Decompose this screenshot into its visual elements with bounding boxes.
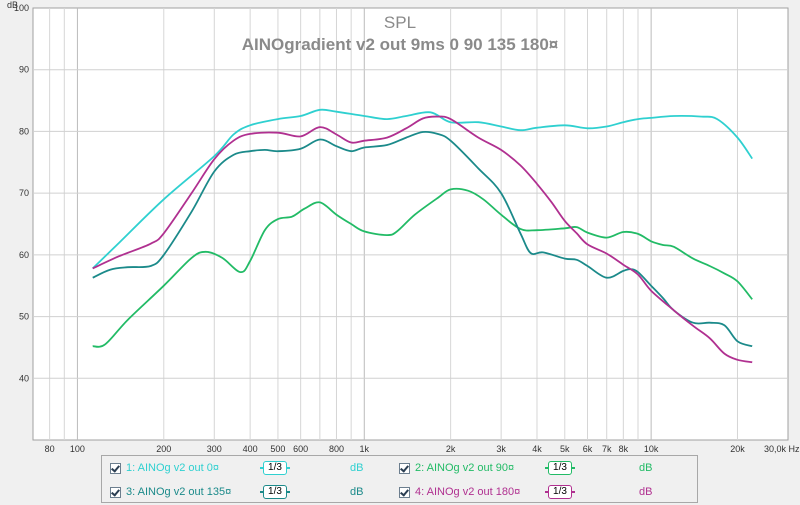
series-4-unit: dB	[639, 486, 653, 498]
x-tick-label: 3k	[496, 444, 506, 454]
x-tick-label: 20k	[730, 444, 745, 454]
series-3-smoothing-button[interactable]: 1/3	[260, 485, 290, 499]
y-tick-label: 70	[19, 188, 29, 198]
x-tick-label: 10k	[644, 444, 659, 454]
x-tick-label: 8k	[619, 444, 629, 454]
x-tick-label: 6k	[583, 444, 593, 454]
grid-lines	[33, 8, 788, 440]
legend-row: 3: AINOg v2 out 135¤ 1/3 dB 4: AINOg v2 …	[102, 484, 697, 504]
series-3-unit: dB	[350, 486, 364, 498]
x-tick-label: 2k	[446, 444, 456, 454]
series-2-label: 2: AINOg v2 out 90¤	[415, 462, 515, 474]
legend-item-3: 3: AINOg v2 out 135¤ 1/3 dB	[102, 484, 392, 504]
x-tick-label: 200	[156, 444, 171, 454]
series-4-line	[92, 115, 753, 364]
series-lines	[92, 108, 753, 364]
y-unit-label: dB	[7, 0, 18, 10]
smoothing-value: 1/3	[263, 485, 287, 499]
series-3-label: 3: AINOg v2 out 135¤	[126, 486, 232, 498]
spl-chart: 80 100 200 300 400 500 600 800 1k 2k 3k 4k 5k 6k 7k 8k 1…	[7, 0, 800, 454]
series-2-line	[92, 187, 753, 348]
legend: 1: AINOg v2 out 0¤ 1/3 dB 2: AINOg v2 ou…	[101, 455, 698, 503]
y-axis-ticks: 40 50 60 70 80 90 100	[14, 3, 29, 383]
x-tick-label: 800	[329, 444, 344, 454]
x-tick-label: 80	[45, 444, 55, 454]
x-tick-label: 100	[70, 444, 85, 454]
y-tick-label: 60	[19, 250, 29, 260]
series-3-checkbox[interactable]	[110, 487, 121, 498]
series-4-checkbox[interactable]	[399, 487, 410, 498]
y-tick-label: 100	[14, 3, 29, 13]
smoothing-value: 1/3	[263, 461, 287, 475]
series-1-label: 1: AINOg v2 out 0¤	[126, 462, 219, 474]
series-2-unit: dB	[639, 462, 653, 474]
chart-subtitle: AINOgradient v2 out 9ms 0 90 135 180¤	[242, 35, 559, 54]
series-1-smoothing-button[interactable]: 1/3	[260, 461, 290, 475]
legend-row: 1: AINOg v2 out 0¤ 1/3 dB 2: AINOg v2 ou…	[102, 460, 697, 480]
y-tick-label: 50	[19, 312, 29, 322]
x-tick-label: 30,0k Hz	[764, 444, 800, 454]
y-tick-label: 90	[19, 65, 29, 75]
plot-area	[32, 7, 789, 441]
x-tick-label: 7k	[602, 444, 612, 454]
legend-item-4: 4: AINOg v2 out 180¤ 1/3 dB	[391, 484, 691, 504]
x-tick-label: 1k	[360, 444, 370, 454]
series-1-line	[92, 108, 753, 270]
series-2-smoothing-button[interactable]: 1/3	[545, 461, 575, 475]
y-tick-label: 40	[19, 373, 29, 383]
x-tick-label: 5k	[560, 444, 570, 454]
x-tick-label: 500	[270, 444, 285, 454]
y-tick-label: 80	[19, 126, 29, 136]
chart-title: SPL	[384, 13, 416, 32]
x-tick-label: 4k	[532, 444, 542, 454]
legend-item-1: 1: AINOg v2 out 0¤ 1/3 dB	[102, 460, 392, 480]
series-4-smoothing-button[interactable]: 1/3	[545, 485, 575, 499]
smoothing-value: 1/3	[548, 485, 572, 499]
x-tick-label: 300	[207, 444, 222, 454]
series-4-label: 4: AINOg v2 out 180¤	[415, 486, 521, 498]
series-1-unit: dB	[350, 462, 364, 474]
series-1-checkbox[interactable]	[110, 463, 121, 474]
series-3-line	[92, 130, 753, 348]
x-tick-label: 400	[243, 444, 258, 454]
series-2-checkbox[interactable]	[399, 463, 410, 474]
smoothing-value: 1/3	[548, 461, 572, 475]
x-axis-ticks: 80 100 200 300 400 500 600 800 1k 2k 3k 4k 5k 6k 7k 8k 1…	[45, 444, 800, 454]
legend-item-2: 2: AINOg v2 out 90¤ 1/3 dB	[391, 460, 691, 480]
x-tick-label: 600	[293, 444, 308, 454]
